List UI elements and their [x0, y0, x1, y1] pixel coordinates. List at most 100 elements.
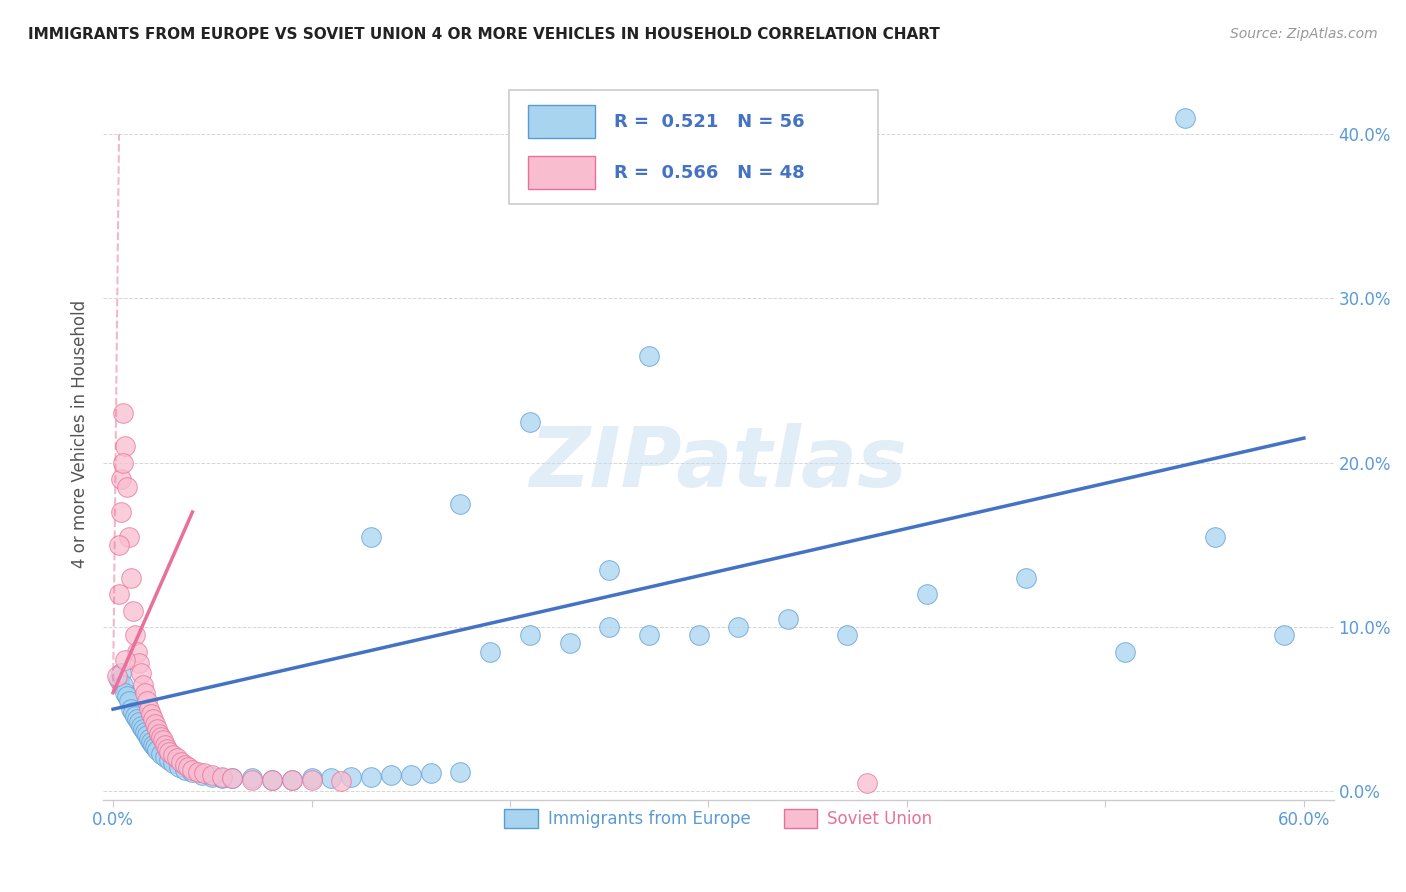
Point [118, 694, 141, 708]
Point [449, 497, 471, 511]
Text: IMMIGRANTS FROM EUROPE VS SOVIET UNION 4 OR MORE VEHICLES IN HOUSEHOLD CORRELATI: IMMIGRANTS FROM EUROPE VS SOVIET UNION 4… [28, 27, 941, 42]
Point [111, 407, 134, 421]
Point [240, 772, 263, 787]
Point [153, 749, 176, 764]
Point [1174, 111, 1197, 125]
Point [330, 774, 353, 789]
Point [142, 712, 165, 726]
Point [211, 771, 233, 785]
Point [152, 733, 174, 747]
Point [108, 587, 131, 601]
Point [191, 768, 214, 782]
Legend: Immigrants from Europe, Soviet Union: Immigrants from Europe, Soviet Union [498, 803, 939, 835]
Point [105, 669, 128, 683]
Point [260, 772, 283, 787]
Point [280, 772, 302, 787]
Point [149, 747, 172, 761]
Point [122, 604, 145, 618]
Point [221, 771, 243, 785]
Point [173, 758, 195, 772]
Point [115, 689, 138, 703]
Point [598, 563, 620, 577]
Point [173, 763, 195, 777]
Text: R =  0.566   N = 48: R = 0.566 N = 48 [614, 164, 804, 182]
Point [638, 349, 661, 363]
Point [110, 666, 132, 681]
Point [181, 763, 204, 777]
Point [360, 770, 382, 784]
Point [125, 645, 148, 659]
Point [301, 771, 323, 785]
Point [1272, 628, 1295, 642]
Point [120, 702, 142, 716]
Point [399, 768, 422, 782]
Point [558, 636, 581, 650]
Point [114, 439, 136, 453]
Point [132, 677, 155, 691]
Point [138, 731, 160, 746]
Point [128, 715, 150, 730]
Point [162, 748, 184, 763]
Point [129, 666, 152, 681]
Point [638, 628, 661, 642]
Point [143, 717, 166, 731]
Point [148, 727, 170, 741]
Point [380, 768, 402, 782]
Point [118, 530, 141, 544]
Point [162, 756, 184, 771]
Point [449, 764, 471, 779]
Point [143, 739, 166, 754]
Point [134, 686, 156, 700]
Point [1114, 645, 1136, 659]
Point [129, 718, 152, 732]
Point [221, 771, 243, 785]
Point [211, 770, 233, 784]
Point [108, 538, 131, 552]
Point [135, 729, 157, 743]
Point [479, 645, 502, 659]
Point [201, 770, 224, 784]
Point [110, 472, 132, 486]
Point [145, 722, 167, 736]
Point [166, 751, 188, 765]
Point [124, 628, 146, 642]
Point [153, 739, 176, 753]
Point [128, 656, 150, 670]
Point [856, 776, 879, 790]
Point [111, 456, 134, 470]
Point [169, 755, 191, 769]
Point [321, 771, 343, 785]
FancyBboxPatch shape [527, 105, 595, 138]
Point [108, 673, 131, 687]
Point [139, 735, 162, 749]
Point [1204, 530, 1226, 544]
Point [727, 620, 749, 634]
Point [240, 771, 263, 785]
Point [260, 772, 283, 787]
Point [145, 743, 167, 757]
Point [519, 628, 541, 642]
Point [419, 766, 441, 780]
Point [134, 725, 156, 739]
Point [157, 753, 180, 767]
Point [177, 759, 200, 773]
FancyBboxPatch shape [527, 156, 595, 189]
FancyBboxPatch shape [509, 90, 879, 203]
Text: Source: ZipAtlas.com: Source: ZipAtlas.com [1230, 27, 1378, 41]
Point [114, 653, 136, 667]
Point [181, 764, 204, 779]
Y-axis label: 4 or more Vehicles in Household: 4 or more Vehicles in Household [72, 300, 89, 568]
Point [115, 480, 138, 494]
Point [1015, 571, 1038, 585]
Point [776, 612, 799, 626]
Point [167, 759, 190, 773]
Point [125, 712, 148, 726]
Text: ZIPatlas: ZIPatlas [530, 423, 907, 504]
Point [519, 415, 541, 429]
Point [301, 772, 323, 787]
Point [688, 628, 710, 642]
Point [156, 741, 179, 756]
Point [122, 706, 145, 720]
Point [598, 620, 620, 634]
Point [187, 764, 209, 779]
